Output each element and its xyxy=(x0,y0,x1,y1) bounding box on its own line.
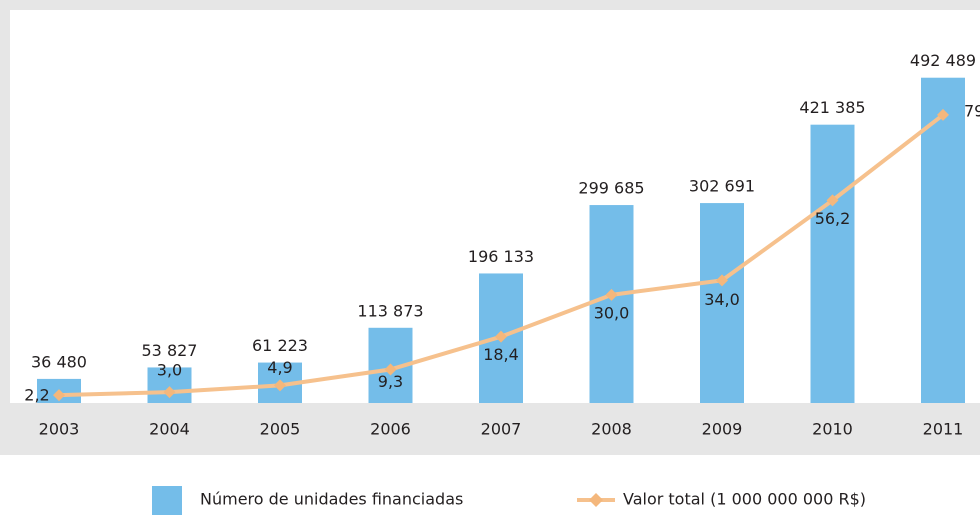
line-value-label: 4,9 xyxy=(267,358,292,377)
line-marker xyxy=(163,386,176,399)
bar xyxy=(810,124,855,404)
line-value-label: 3,0 xyxy=(157,361,182,380)
x-tick-label: 2008 xyxy=(591,420,632,439)
bar-value-label: 196 133 xyxy=(468,247,534,266)
line-marker xyxy=(53,389,65,402)
bar-value-label: 53 827 xyxy=(142,341,198,360)
legend-swatch xyxy=(152,486,182,515)
line-value-label: 34,0 xyxy=(704,290,740,309)
bar xyxy=(589,205,634,403)
line-marker xyxy=(716,274,728,287)
line-value-label: 56,2 xyxy=(815,209,851,228)
line-marker xyxy=(274,379,286,392)
bar xyxy=(921,77,965,403)
line-value-label: 30,0 xyxy=(594,303,630,322)
bar-value-label: 302 691 xyxy=(689,177,755,196)
legend-label: Número de unidades financiadas xyxy=(200,490,463,509)
x-tick-label: 2011 xyxy=(923,420,964,439)
x-tick-label: 2009 xyxy=(702,420,743,439)
line-marker xyxy=(384,363,397,376)
bar-value-label: 421 385 xyxy=(799,98,865,117)
legend-marker xyxy=(589,493,603,507)
bar-value-label: 492 489 xyxy=(910,51,976,70)
bar-value-label: 299 685 xyxy=(578,179,644,198)
line-value-label: 2,2 xyxy=(24,386,49,405)
line-marker xyxy=(826,194,839,207)
line-value-label: 79,9 xyxy=(964,101,980,120)
x-tick-label: 2007 xyxy=(481,420,522,439)
x-tick-label: 2004 xyxy=(149,420,190,439)
line-marker xyxy=(937,108,949,121)
x-tick-label: 2006 xyxy=(370,420,411,439)
bar-value-label: 113 873 xyxy=(357,301,423,320)
bar-value-label: 61 223 xyxy=(252,336,308,355)
x-tick-label: 2010 xyxy=(812,420,853,439)
line-value-label: 9,3 xyxy=(378,372,403,391)
line-marker xyxy=(605,288,618,301)
bar-value-label: 36 480 xyxy=(31,352,87,371)
line-value-label: 18,4 xyxy=(483,345,519,364)
x-tick-label: 2003 xyxy=(39,420,80,439)
legend-label: Valor total (1 000 000 000 R$) xyxy=(623,490,866,509)
line-marker xyxy=(495,330,507,343)
bar xyxy=(700,203,744,403)
x-tick-label: 2005 xyxy=(260,420,301,439)
